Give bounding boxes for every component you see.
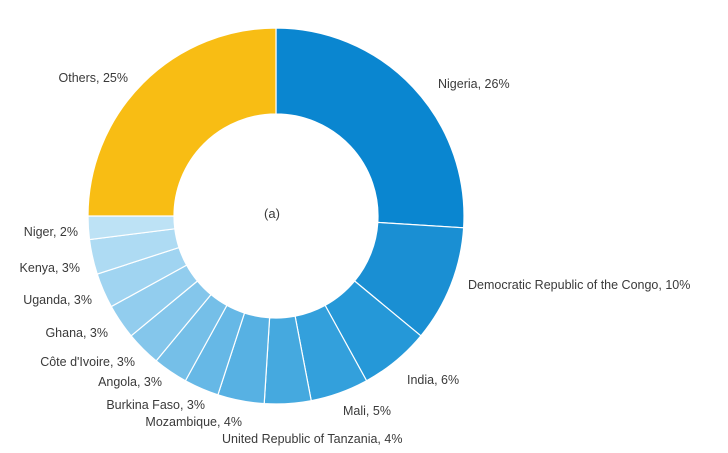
slice-nigeria: [275, 27, 465, 229]
slice-label-c-te-d-ivoire: Côte d'Ivoire, 3%: [40, 355, 135, 369]
slice-label-burkina-faso: Burkina Faso, 3%: [106, 398, 205, 412]
slice-label-niger: Niger, 2%: [24, 225, 78, 239]
slice-label-mozambique: Mozambique, 4%: [145, 415, 242, 429]
slice-label-angola: Angola, 3%: [98, 375, 162, 389]
slice-label-united-republic-of-tanzania: United Republic of Tanzania, 4%: [222, 432, 402, 446]
slice-label-india: India, 6%: [407, 373, 459, 387]
slice-others: [87, 27, 277, 217]
slice-label-kenya: Kenya, 3%: [20, 261, 80, 275]
slice-label-others: Others, 25%: [59, 71, 128, 85]
slice-label-mali: Mali, 5%: [343, 404, 391, 418]
slice-label-ghana: Ghana, 3%: [45, 326, 108, 340]
labels-layer: Nigeria, 26% Democratic Republic of the C…: [20, 71, 691, 446]
slice-label-nigeria: Nigeria, 26%: [438, 77, 510, 91]
slice-label-democratic-republic-of-the-congo: Democratic Republic of the Congo, 10%: [468, 278, 690, 292]
center-label: (a): [264, 206, 280, 221]
slice-label-uganda: Uganda, 3%: [23, 293, 92, 307]
slices-layer: [87, 27, 465, 405]
